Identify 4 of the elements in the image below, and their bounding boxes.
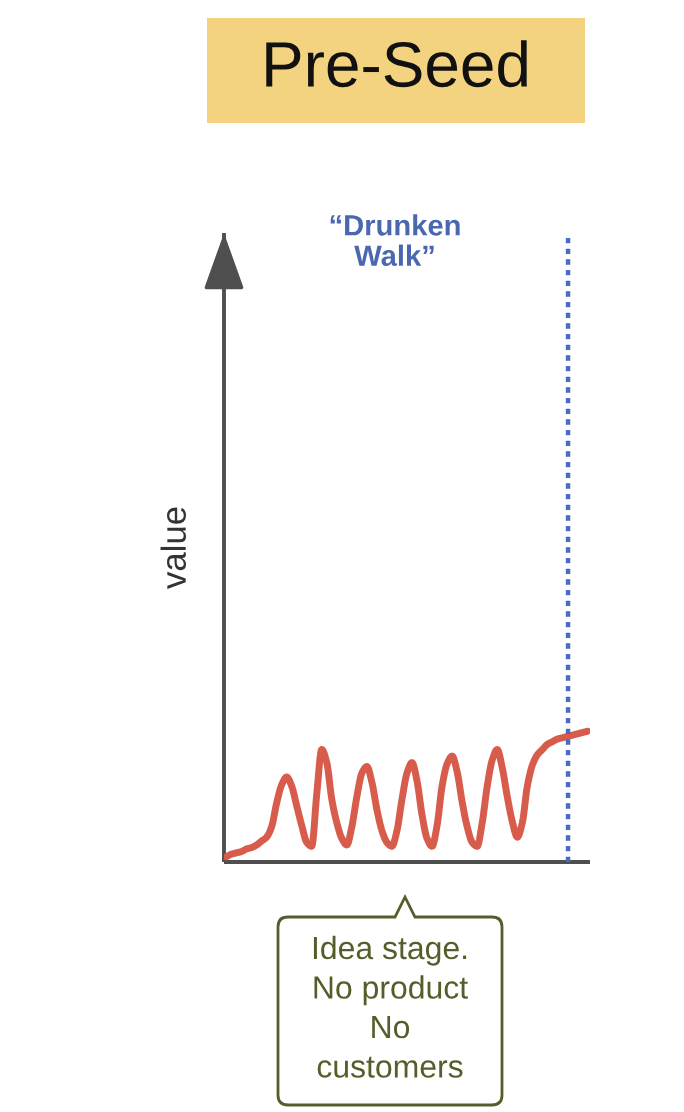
chart-title: Pre-Seed	[266, 40, 527, 88]
y-axis-title: value	[160, 507, 187, 589]
text: “Drunken Walk”	[330, 214, 460, 267]
text: Idea stage. No product No customers	[313, 935, 468, 1078]
